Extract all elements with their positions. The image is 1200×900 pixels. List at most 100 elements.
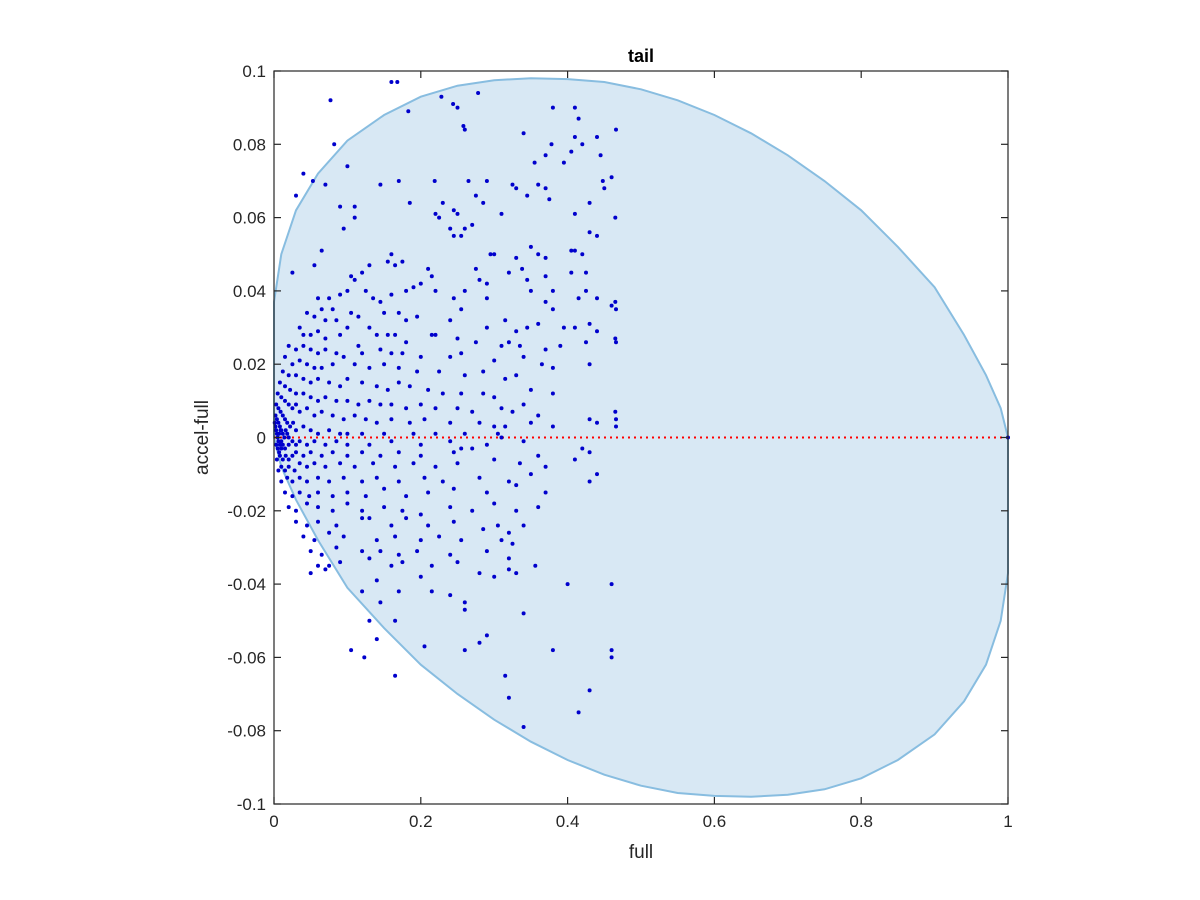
data-point bbox=[543, 186, 548, 191]
data-point bbox=[418, 442, 423, 447]
data-point bbox=[455, 461, 460, 466]
data-point bbox=[286, 442, 291, 447]
data-point bbox=[600, 179, 605, 183]
data-point bbox=[433, 464, 438, 469]
data-point bbox=[396, 589, 401, 594]
data-point bbox=[374, 384, 379, 389]
data-point bbox=[349, 274, 354, 279]
data-point bbox=[503, 424, 508, 429]
data-point bbox=[484, 325, 489, 330]
data-point bbox=[407, 200, 412, 205]
data-point bbox=[614, 424, 618, 429]
data-point bbox=[470, 508, 475, 513]
data-point bbox=[277, 453, 282, 458]
data-point bbox=[330, 362, 335, 367]
data-point bbox=[285, 420, 290, 425]
data-point bbox=[455, 560, 460, 565]
data-point bbox=[292, 468, 297, 473]
data-point bbox=[297, 409, 302, 414]
data-point bbox=[514, 255, 519, 260]
data-point bbox=[543, 299, 548, 304]
data-point bbox=[492, 252, 497, 257]
data-point bbox=[301, 391, 306, 396]
data-point bbox=[360, 431, 365, 436]
data-point bbox=[285, 475, 290, 480]
data-point bbox=[400, 560, 405, 565]
data-point bbox=[290, 406, 295, 411]
data-point bbox=[404, 406, 409, 411]
data-point bbox=[426, 387, 431, 392]
y-tick-label: 0.06 bbox=[233, 209, 266, 228]
data-point bbox=[319, 409, 324, 414]
data-point bbox=[338, 560, 343, 565]
data-point bbox=[595, 329, 599, 334]
data-point bbox=[411, 285, 416, 290]
data-point bbox=[290, 453, 295, 458]
data-point bbox=[283, 446, 287, 451]
data-point bbox=[308, 428, 313, 433]
data-point bbox=[345, 288, 350, 293]
data-point bbox=[477, 420, 482, 425]
data-point bbox=[572, 457, 577, 462]
data-point bbox=[462, 607, 467, 612]
data-point bbox=[393, 464, 398, 469]
data-point bbox=[356, 314, 361, 319]
data-point bbox=[280, 457, 285, 462]
data-point bbox=[312, 439, 317, 444]
data-point bbox=[455, 211, 460, 216]
data-point bbox=[316, 398, 320, 403]
data-point bbox=[503, 318, 508, 323]
data-point bbox=[437, 215, 442, 220]
data-point bbox=[341, 226, 346, 231]
data-point bbox=[514, 571, 519, 576]
data-point bbox=[345, 442, 350, 447]
data-point bbox=[374, 420, 379, 425]
data-point bbox=[543, 490, 548, 495]
data-point bbox=[374, 475, 379, 480]
data-point bbox=[587, 230, 592, 235]
data-point bbox=[334, 439, 339, 444]
data-points bbox=[272, 80, 1010, 729]
data-point bbox=[367, 556, 372, 561]
data-point bbox=[367, 365, 372, 370]
data-point bbox=[319, 307, 324, 312]
y-tick-label: 0.04 bbox=[233, 282, 266, 301]
data-point bbox=[308, 395, 313, 400]
data-point bbox=[352, 204, 357, 209]
x-tick-label: 0.4 bbox=[556, 812, 580, 831]
data-point bbox=[613, 409, 618, 414]
y-tick-label: 0.08 bbox=[233, 135, 266, 154]
data-point bbox=[280, 413, 285, 418]
data-point bbox=[378, 402, 383, 407]
data-point bbox=[345, 453, 350, 458]
data-point bbox=[470, 222, 475, 227]
data-point bbox=[316, 296, 320, 301]
data-point bbox=[481, 200, 486, 205]
data-point bbox=[283, 453, 288, 458]
data-point bbox=[411, 461, 416, 466]
data-point bbox=[378, 182, 383, 187]
data-point bbox=[451, 102, 456, 106]
data-point bbox=[341, 475, 346, 480]
data-point bbox=[418, 354, 423, 359]
data-point bbox=[521, 354, 526, 359]
data-point bbox=[327, 296, 332, 301]
data-point bbox=[396, 310, 401, 315]
data-point bbox=[330, 413, 335, 418]
data-point bbox=[525, 193, 530, 198]
data-point bbox=[294, 508, 298, 513]
data-point bbox=[550, 288, 555, 293]
data-point bbox=[569, 248, 574, 253]
data-point bbox=[301, 453, 306, 458]
data-point bbox=[294, 347, 298, 352]
data-point bbox=[393, 673, 398, 678]
data-point bbox=[525, 325, 530, 330]
data-point bbox=[327, 479, 332, 484]
data-point bbox=[360, 450, 365, 455]
data-point bbox=[286, 464, 291, 469]
data-point bbox=[462, 431, 467, 436]
data-point bbox=[334, 351, 339, 356]
data-point bbox=[294, 519, 298, 524]
data-point bbox=[316, 519, 320, 524]
data-point bbox=[433, 431, 438, 436]
